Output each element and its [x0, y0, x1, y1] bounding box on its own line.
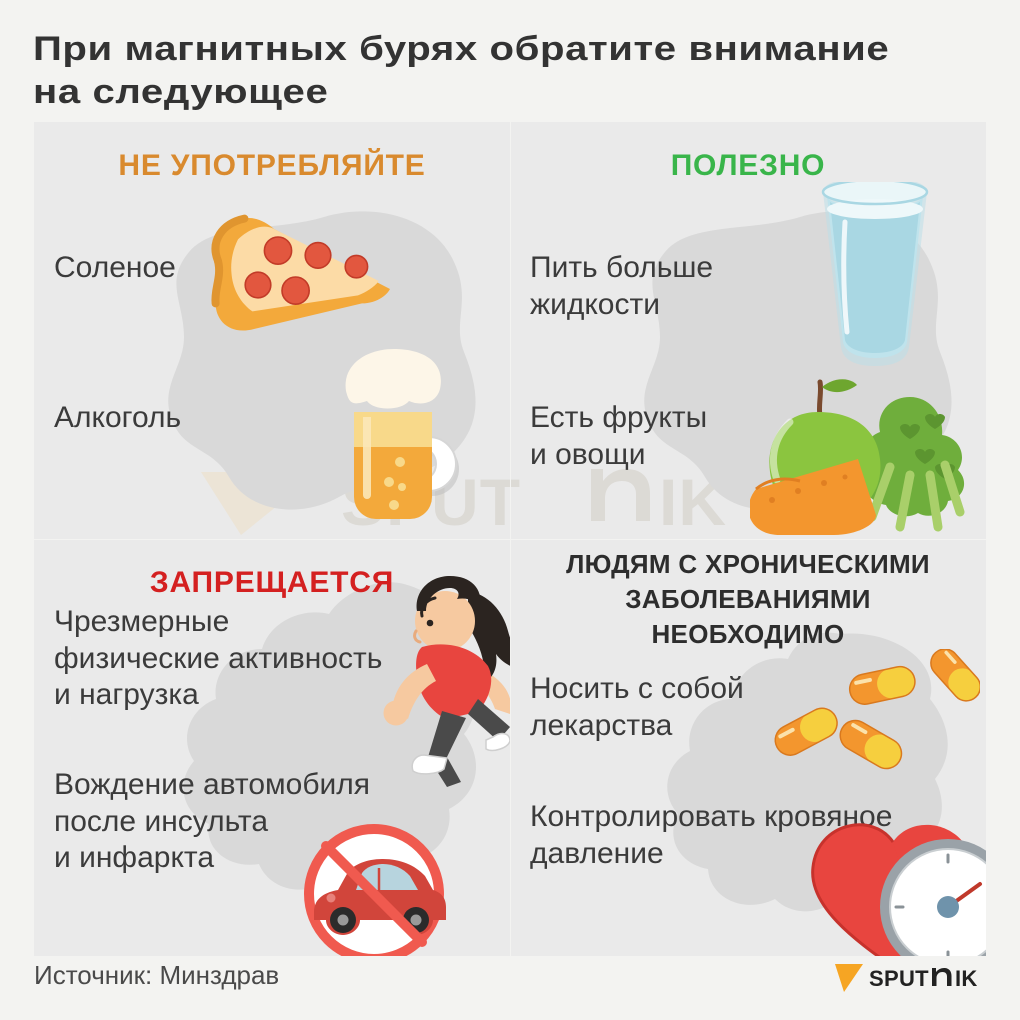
svg-text:IK: IK: [955, 966, 978, 991]
svg-text:SPUT: SPUT: [869, 966, 929, 991]
